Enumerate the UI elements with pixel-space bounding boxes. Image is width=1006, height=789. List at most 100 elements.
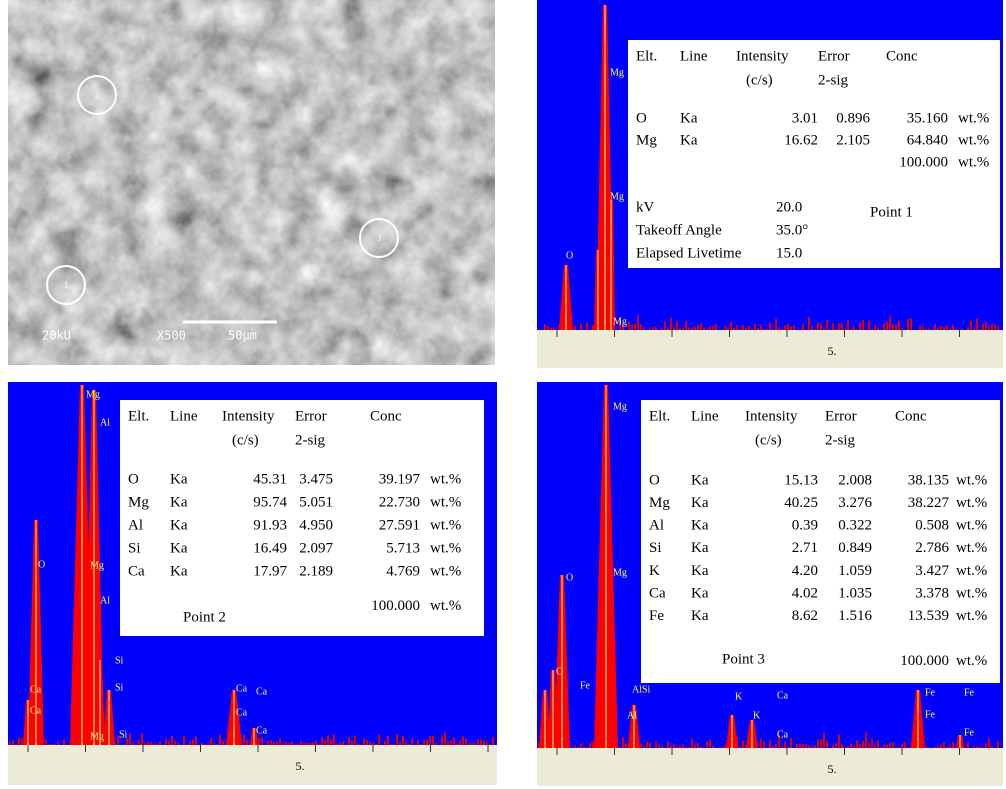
peak-label: Ca xyxy=(777,729,789,740)
peak-label: Fe xyxy=(964,687,975,698)
table-cell: 3.475 xyxy=(299,471,333,487)
point-label: Point 3 xyxy=(722,651,765,667)
table-cell: Ca xyxy=(128,563,145,579)
table-cell: 4.950 xyxy=(299,517,333,533)
table-cell: 100.000 xyxy=(900,653,949,669)
table-cell: 8.62 xyxy=(792,608,818,624)
table-header: Elt. xyxy=(649,408,670,424)
peak-label: O xyxy=(38,559,45,570)
table-cell: 1.516 xyxy=(838,608,872,624)
peak-label: K xyxy=(753,710,761,721)
table-cell: 40.25 xyxy=(784,495,818,511)
table-cell: 3.276 xyxy=(838,495,872,511)
table-cell: Si xyxy=(649,540,662,556)
peak-label: Si xyxy=(115,655,124,666)
table-cell: wt.% xyxy=(956,585,987,601)
table-cell: Al xyxy=(128,517,143,533)
sem-voltage: 20kU xyxy=(42,329,71,343)
table-cell: Ka xyxy=(691,585,709,601)
table-cell: 4.20 xyxy=(792,563,818,579)
sem-scale: 50µm xyxy=(228,329,257,343)
table-cell: wt.% xyxy=(956,472,987,488)
energy-axis xyxy=(8,745,497,785)
table-cell: 64.840 xyxy=(907,132,948,148)
table-cell: 16.62 xyxy=(784,132,818,148)
peak-label: Fe xyxy=(964,727,975,738)
table-cell: 1.035 xyxy=(838,585,872,601)
point-number: 2 xyxy=(95,90,100,100)
point-label: Point 2 xyxy=(183,609,226,625)
info-label: kV xyxy=(636,199,655,215)
table-unit: 2-sig xyxy=(825,432,856,448)
sem-magnification: X500 xyxy=(157,329,186,343)
table-cell: wt.% xyxy=(430,598,461,614)
table-cell: wt.% xyxy=(958,132,989,148)
table-cell: Ka xyxy=(691,495,709,511)
point-number: 1 xyxy=(64,280,69,290)
table-cell: 2.189 xyxy=(299,563,333,579)
peak-label: Ca xyxy=(30,705,42,716)
table-cell: 35.160 xyxy=(907,110,948,126)
table-cell: Ka xyxy=(680,110,698,126)
peak-label: Ca xyxy=(236,707,248,718)
table-cell: Ka xyxy=(170,540,188,556)
peak-label: Fe xyxy=(925,709,936,720)
info-value: 20.0 xyxy=(776,199,802,215)
table-header: Elt. xyxy=(128,408,149,424)
table-cell: Ka xyxy=(170,517,188,533)
table-cell: Al xyxy=(649,518,664,534)
table-cell: Mg xyxy=(649,495,670,511)
table-cell: 38.135 xyxy=(908,472,949,488)
peak-label: Mg xyxy=(90,731,104,742)
peak-label: Fe xyxy=(580,680,591,691)
figure: 20kU X500 50µm 1 2 3 Mg Mg O Mg 5. Elt. Line Intensit… xyxy=(0,0,1006,789)
peak-label: O xyxy=(556,666,563,677)
table-cell: K xyxy=(649,563,660,579)
peak-label: K xyxy=(735,691,743,702)
table-header: Intensity xyxy=(222,408,275,424)
table-header: Intensity xyxy=(736,48,789,64)
table-cell: Ka xyxy=(680,132,698,148)
table-cell: 39.197 xyxy=(379,471,421,487)
table-cell: O xyxy=(636,110,647,126)
table-cell: 15.13 xyxy=(784,472,818,488)
info-label: Elapsed Livetime xyxy=(636,245,742,261)
table-cell: wt.% xyxy=(430,563,461,579)
peak-label: Mg xyxy=(613,401,627,412)
table-header: Error xyxy=(825,408,857,424)
table-cell: 13.539 xyxy=(908,608,949,624)
table-header: Intensity xyxy=(745,408,798,424)
table-cell: O xyxy=(649,472,660,488)
energy-axis xyxy=(537,330,1003,368)
table-cell: 0.849 xyxy=(838,540,872,556)
axis-label: 5. xyxy=(828,762,837,776)
point-label: Point 1 xyxy=(870,204,913,220)
table-header: Conc xyxy=(886,48,918,64)
table-cell: 2.786 xyxy=(915,540,949,556)
table-cell: wt.% xyxy=(956,608,987,624)
peak-label: Mg xyxy=(613,316,627,327)
table-cell: 2.71 xyxy=(792,540,818,556)
table-cell: Ka xyxy=(691,563,709,579)
table-cell: 22.730 xyxy=(379,494,420,510)
table-cell: 5.051 xyxy=(299,494,333,510)
table-cell: wt.% xyxy=(430,494,461,510)
energy-axis xyxy=(537,748,1003,786)
point-number: 3 xyxy=(377,233,382,243)
table-cell: Ka xyxy=(170,471,188,487)
table-cell: 45.31 xyxy=(253,471,287,487)
table-unit: 2-sig xyxy=(295,432,326,448)
table-cell: Ka xyxy=(691,472,709,488)
table-cell: 4.769 xyxy=(386,563,420,579)
table-cell: Ka xyxy=(170,494,188,510)
peak-label: Ca xyxy=(30,684,42,695)
table-cell: 0.896 xyxy=(836,110,870,126)
table-cell: wt.% xyxy=(956,540,987,556)
table-cell: Ka xyxy=(691,608,709,624)
table-header: Line xyxy=(691,408,719,424)
table-cell: 2.097 xyxy=(299,540,333,556)
axis-label: 5. xyxy=(828,344,837,358)
table-cell: O xyxy=(128,471,139,487)
table-cell: 2.008 xyxy=(838,472,872,488)
table-cell: wt.% xyxy=(956,563,987,579)
